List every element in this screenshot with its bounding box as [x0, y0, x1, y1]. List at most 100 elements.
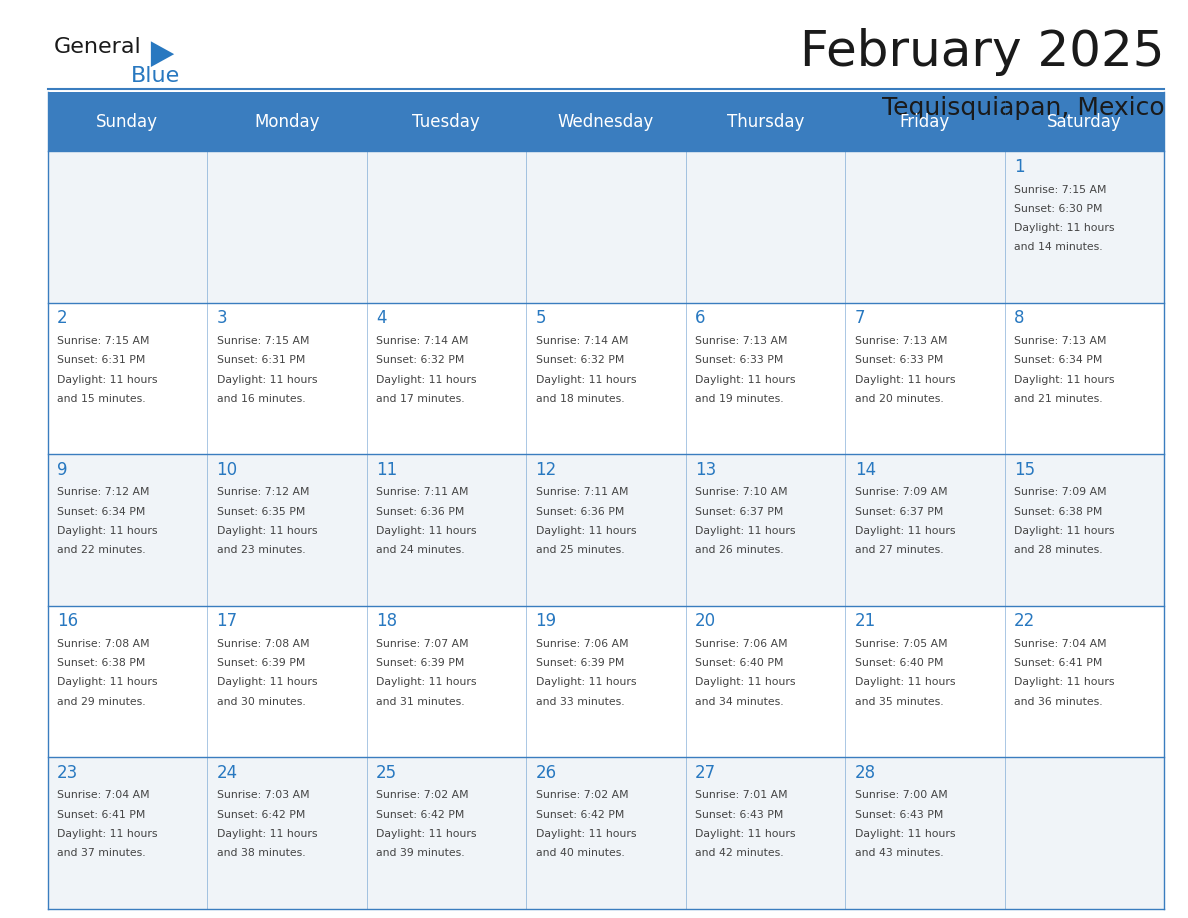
Text: Daylight: 11 hours: Daylight: 11 hours — [854, 375, 955, 385]
Text: 21: 21 — [854, 612, 876, 631]
Text: Sunrise: 7:10 AM: Sunrise: 7:10 AM — [695, 487, 788, 498]
Text: 28: 28 — [854, 764, 876, 782]
Text: 1: 1 — [1015, 158, 1025, 176]
Text: Daylight: 11 hours: Daylight: 11 hours — [536, 829, 636, 839]
Text: and 19 minutes.: and 19 minutes. — [695, 394, 784, 404]
Text: Daylight: 11 hours: Daylight: 11 hours — [854, 526, 955, 536]
Text: and 18 minutes.: and 18 minutes. — [536, 394, 624, 404]
Text: Sunset: 6:33 PM: Sunset: 6:33 PM — [854, 355, 943, 365]
Text: Sunrise: 7:14 AM: Sunrise: 7:14 AM — [377, 336, 468, 346]
Text: Sunrise: 7:08 AM: Sunrise: 7:08 AM — [57, 639, 150, 649]
Text: Daylight: 11 hours: Daylight: 11 hours — [377, 829, 476, 839]
Text: and 42 minutes.: and 42 minutes. — [695, 848, 784, 858]
Text: Sunset: 6:39 PM: Sunset: 6:39 PM — [536, 658, 624, 668]
Text: Sunday: Sunday — [96, 113, 158, 130]
Text: Daylight: 11 hours: Daylight: 11 hours — [57, 526, 158, 536]
Bar — [48, 757, 1164, 909]
Text: Sunset: 6:34 PM: Sunset: 6:34 PM — [57, 507, 145, 517]
Text: Daylight: 11 hours: Daylight: 11 hours — [695, 829, 796, 839]
Text: 16: 16 — [57, 612, 78, 631]
Text: Sunrise: 7:04 AM: Sunrise: 7:04 AM — [57, 790, 150, 800]
Text: Sunset: 6:36 PM: Sunset: 6:36 PM — [377, 507, 465, 517]
Text: 2: 2 — [57, 309, 68, 328]
Text: 18: 18 — [377, 612, 397, 631]
Text: Sunset: 6:33 PM: Sunset: 6:33 PM — [695, 355, 784, 365]
Text: Sunset: 6:32 PM: Sunset: 6:32 PM — [536, 355, 624, 365]
Text: Sunset: 6:35 PM: Sunset: 6:35 PM — [216, 507, 305, 517]
Text: Sunrise: 7:01 AM: Sunrise: 7:01 AM — [695, 790, 788, 800]
Text: Sunrise: 7:14 AM: Sunrise: 7:14 AM — [536, 336, 628, 346]
Text: 22: 22 — [1015, 612, 1036, 631]
Text: Daylight: 11 hours: Daylight: 11 hours — [57, 677, 158, 688]
Text: Sunset: 6:31 PM: Sunset: 6:31 PM — [57, 355, 145, 365]
Text: and 39 minutes.: and 39 minutes. — [377, 848, 465, 858]
Text: 11: 11 — [377, 461, 397, 479]
Text: Sunrise: 7:06 AM: Sunrise: 7:06 AM — [536, 639, 628, 649]
Text: Sunrise: 7:13 AM: Sunrise: 7:13 AM — [1015, 336, 1107, 346]
Text: Sunset: 6:38 PM: Sunset: 6:38 PM — [57, 658, 145, 668]
Text: Thursday: Thursday — [727, 113, 804, 130]
Text: 25: 25 — [377, 764, 397, 782]
Text: Sunset: 6:40 PM: Sunset: 6:40 PM — [854, 658, 943, 668]
Text: Sunset: 6:38 PM: Sunset: 6:38 PM — [1015, 507, 1102, 517]
Text: February 2025: February 2025 — [800, 28, 1164, 75]
Text: Daylight: 11 hours: Daylight: 11 hours — [695, 677, 796, 688]
Text: and 20 minutes.: and 20 minutes. — [854, 394, 943, 404]
Text: Daylight: 11 hours: Daylight: 11 hours — [216, 677, 317, 688]
Text: and 25 minutes.: and 25 minutes. — [536, 545, 624, 555]
Text: Daylight: 11 hours: Daylight: 11 hours — [57, 375, 158, 385]
Text: 19: 19 — [536, 612, 557, 631]
Text: Daylight: 11 hours: Daylight: 11 hours — [695, 526, 796, 536]
Text: and 23 minutes.: and 23 minutes. — [216, 545, 305, 555]
Text: Daylight: 11 hours: Daylight: 11 hours — [377, 375, 476, 385]
Text: Sunset: 6:41 PM: Sunset: 6:41 PM — [1015, 658, 1102, 668]
Text: Daylight: 11 hours: Daylight: 11 hours — [1015, 677, 1114, 688]
Text: and 24 minutes.: and 24 minutes. — [377, 545, 465, 555]
Text: Sunrise: 7:09 AM: Sunrise: 7:09 AM — [1015, 487, 1107, 498]
Polygon shape — [151, 41, 175, 67]
Text: Monday: Monday — [254, 113, 320, 130]
Text: Daylight: 11 hours: Daylight: 11 hours — [216, 375, 317, 385]
Text: Daylight: 11 hours: Daylight: 11 hours — [1015, 375, 1114, 385]
Text: 9: 9 — [57, 461, 68, 479]
Text: Sunset: 6:36 PM: Sunset: 6:36 PM — [536, 507, 624, 517]
Text: Sunset: 6:42 PM: Sunset: 6:42 PM — [536, 810, 624, 820]
Text: and 28 minutes.: and 28 minutes. — [1015, 545, 1102, 555]
Text: Sunrise: 7:06 AM: Sunrise: 7:06 AM — [695, 639, 788, 649]
Text: Daylight: 11 hours: Daylight: 11 hours — [536, 677, 636, 688]
Text: Sunrise: 7:11 AM: Sunrise: 7:11 AM — [536, 487, 628, 498]
Bar — [48, 454, 1164, 606]
Text: Daylight: 11 hours: Daylight: 11 hours — [854, 829, 955, 839]
Text: General: General — [53, 37, 141, 57]
Text: Sunset: 6:32 PM: Sunset: 6:32 PM — [377, 355, 465, 365]
Text: Sunset: 6:41 PM: Sunset: 6:41 PM — [57, 810, 145, 820]
Text: Daylight: 11 hours: Daylight: 11 hours — [377, 526, 476, 536]
Text: Sunrise: 7:15 AM: Sunrise: 7:15 AM — [216, 336, 309, 346]
Text: Sunset: 6:39 PM: Sunset: 6:39 PM — [216, 658, 305, 668]
Text: Daylight: 11 hours: Daylight: 11 hours — [1015, 223, 1114, 233]
Text: Sunrise: 7:12 AM: Sunrise: 7:12 AM — [57, 487, 150, 498]
Text: and 14 minutes.: and 14 minutes. — [1015, 242, 1102, 252]
Text: 4: 4 — [377, 309, 386, 328]
Text: Sunrise: 7:11 AM: Sunrise: 7:11 AM — [377, 487, 468, 498]
Text: 5: 5 — [536, 309, 546, 328]
Text: 7: 7 — [854, 309, 865, 328]
Text: Sunrise: 7:09 AM: Sunrise: 7:09 AM — [854, 487, 947, 498]
Text: Sunrise: 7:15 AM: Sunrise: 7:15 AM — [57, 336, 150, 346]
Text: and 43 minutes.: and 43 minutes. — [854, 848, 943, 858]
Text: Sunset: 6:30 PM: Sunset: 6:30 PM — [1015, 204, 1102, 214]
Text: Sunset: 6:43 PM: Sunset: 6:43 PM — [695, 810, 784, 820]
Text: and 34 minutes.: and 34 minutes. — [695, 697, 784, 707]
Text: 20: 20 — [695, 612, 716, 631]
Text: Sunset: 6:37 PM: Sunset: 6:37 PM — [854, 507, 943, 517]
Text: Saturday: Saturday — [1047, 113, 1121, 130]
Text: Sunrise: 7:05 AM: Sunrise: 7:05 AM — [854, 639, 947, 649]
Text: Sunrise: 7:00 AM: Sunrise: 7:00 AM — [854, 790, 948, 800]
Text: Daylight: 11 hours: Daylight: 11 hours — [854, 677, 955, 688]
Text: 15: 15 — [1015, 461, 1035, 479]
Text: Sunset: 6:43 PM: Sunset: 6:43 PM — [854, 810, 943, 820]
Text: Daylight: 11 hours: Daylight: 11 hours — [536, 375, 636, 385]
Bar — [48, 92, 1164, 151]
Text: Daylight: 11 hours: Daylight: 11 hours — [536, 526, 636, 536]
Text: Sunset: 6:42 PM: Sunset: 6:42 PM — [216, 810, 305, 820]
